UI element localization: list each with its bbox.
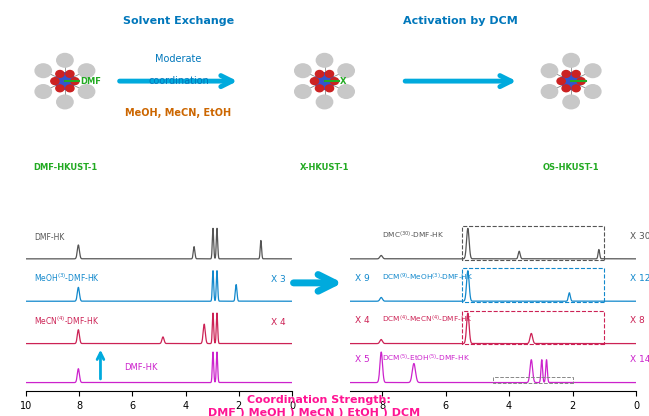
Text: X 12: X 12 (630, 274, 649, 283)
Circle shape (563, 54, 580, 67)
Bar (461, 268, 604, 302)
Circle shape (315, 70, 324, 77)
Circle shape (56, 54, 73, 67)
Circle shape (315, 73, 334, 89)
Circle shape (541, 85, 557, 98)
Circle shape (295, 64, 311, 77)
Bar (461, 310, 604, 344)
Circle shape (71, 78, 79, 84)
Circle shape (572, 70, 580, 77)
Text: X: X (340, 77, 347, 86)
Circle shape (51, 78, 59, 84)
Text: Moderate: Moderate (155, 54, 202, 64)
Circle shape (35, 85, 51, 98)
Text: X 5: X 5 (355, 355, 370, 364)
Circle shape (325, 85, 334, 92)
Circle shape (295, 85, 311, 98)
Text: MeOH, MeCN, EtOH: MeOH, MeCN, EtOH (125, 108, 232, 118)
Circle shape (66, 85, 74, 92)
Circle shape (55, 73, 75, 89)
Text: coordination: coordination (148, 76, 209, 86)
Circle shape (561, 73, 581, 89)
Circle shape (585, 85, 601, 98)
Circle shape (557, 78, 565, 84)
Text: OS-HKUST-1: OS-HKUST-1 (543, 163, 600, 172)
Text: DMF: DMF (80, 77, 101, 86)
Circle shape (56, 95, 73, 109)
Circle shape (35, 64, 51, 77)
Bar (461, 226, 604, 260)
Bar (493, 377, 572, 384)
Circle shape (338, 85, 354, 98)
Circle shape (563, 95, 580, 109)
Circle shape (572, 85, 580, 92)
Circle shape (325, 70, 334, 77)
Circle shape (310, 78, 319, 84)
Text: DMF-HK: DMF-HK (125, 364, 158, 372)
Circle shape (79, 85, 95, 98)
Circle shape (585, 64, 601, 77)
Text: X 30: X 30 (630, 232, 649, 240)
Circle shape (330, 78, 339, 84)
Circle shape (66, 70, 74, 77)
Text: MeOH$^{(3)}$-DMF-HK: MeOH$^{(3)}$-DMF-HK (34, 272, 100, 285)
Text: DCM$^{(9)}$-MeOH$^{(3)}$-DMF-HK: DCM$^{(9)}$-MeOH$^{(3)}$-DMF-HK (382, 272, 474, 283)
Text: Coordination Strength:: Coordination Strength: (247, 395, 391, 405)
Text: DMF-HK: DMF-HK (34, 233, 64, 242)
Circle shape (338, 64, 354, 77)
Circle shape (577, 78, 585, 84)
Text: DMF-HKUST-1: DMF-HKUST-1 (33, 163, 97, 172)
Circle shape (56, 70, 64, 77)
Text: X 9: X 9 (355, 274, 370, 283)
Circle shape (316, 95, 333, 109)
Text: X-HKUST-1: X-HKUST-1 (300, 163, 349, 172)
Text: Activation by DCM: Activation by DCM (404, 16, 518, 26)
Circle shape (79, 64, 95, 77)
Text: X 8: X 8 (630, 316, 644, 325)
Circle shape (315, 85, 324, 92)
Text: X 4: X 4 (271, 318, 286, 327)
Text: DCM$^{(5)}$-EtOH$^{(5)}$-DMF-HK: DCM$^{(5)}$-EtOH$^{(5)}$-DMF-HK (382, 353, 471, 364)
Circle shape (541, 64, 557, 77)
Circle shape (316, 54, 333, 67)
Circle shape (56, 85, 64, 92)
Text: X 3: X 3 (271, 275, 286, 285)
Text: X 4: X 4 (355, 316, 370, 325)
Circle shape (562, 85, 570, 92)
Text: DCM$^{(4)}$-MeCN$^{(4)}$-DMF-HK: DCM$^{(4)}$-MeCN$^{(4)}$-DMF-HK (382, 314, 473, 325)
Text: Solvent Exchange: Solvent Exchange (123, 16, 234, 26)
Circle shape (562, 70, 570, 77)
Text: DMF ) MeOH ) MeCN ) EtOH ) DCM: DMF ) MeOH ) MeCN ) EtOH ) DCM (208, 408, 420, 416)
Text: MeCN$^{(4)}$-DMF-HK: MeCN$^{(4)}$-DMF-HK (34, 314, 99, 327)
Text: X 14: X 14 (630, 355, 649, 364)
Text: DMC$^{(30)}$-DMF-HK: DMC$^{(30)}$-DMF-HK (382, 229, 445, 240)
